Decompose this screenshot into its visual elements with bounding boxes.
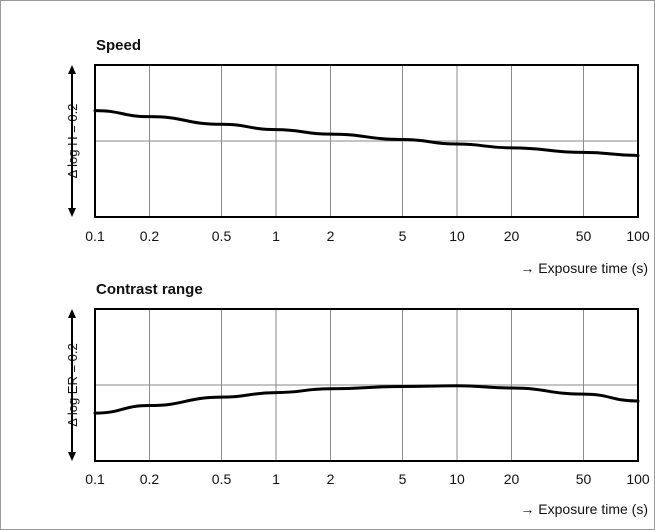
x-tick-label: 0.1 <box>85 228 105 244</box>
x-tick-label: 5 <box>399 228 407 244</box>
scale-arrow-head-up <box>68 65 76 74</box>
x-tick-label: 20 <box>504 471 520 487</box>
x-tick-label: 100 <box>626 471 650 487</box>
plot-area-frame <box>94 308 639 462</box>
x-tick-label: 20 <box>504 228 520 244</box>
x-tick-label: 50 <box>576 228 592 244</box>
chart-title-speed: Speed <box>96 37 141 54</box>
data-series-line <box>93 109 640 157</box>
x-tick-label: 50 <box>576 471 592 487</box>
x-axis-label-contrast-range: → Exposure time (s) <box>520 501 648 517</box>
contrast-range-chart: Contrast range Δ log ER = 0.2 → Exposure… <box>64 281 650 517</box>
x-tick-label: 5 <box>399 471 407 487</box>
x-tick-label: 10 <box>449 228 465 244</box>
chart-title-contrast-range: Contrast range <box>96 281 203 298</box>
plot-area-frame <box>94 64 639 218</box>
x-tick-label: 0.2 <box>140 471 160 487</box>
x-tick-label: 100 <box>626 228 650 244</box>
x-axis-label-speed: → Exposure time (s) <box>520 260 648 276</box>
x-tick-label: 10 <box>449 471 465 487</box>
x-tick-label: 0.1 <box>85 471 105 487</box>
x-tick-label: 1 <box>272 471 280 487</box>
x-tick-label: 2 <box>327 471 335 487</box>
speed-chart: Speed Δ log H = 0.2 → Exposure time (s) … <box>64 37 650 276</box>
scale-arrow-head-up <box>68 309 76 318</box>
x-tick-label: 1 <box>272 228 280 244</box>
data-series-line <box>93 384 640 415</box>
x-tick-label: 0.5 <box>212 228 232 244</box>
scale-arrow-head-down <box>68 208 76 217</box>
scale-arrow-head-down <box>68 452 76 461</box>
x-tick-label: 0.5 <box>212 471 232 487</box>
x-tick-label: 0.2 <box>140 228 160 244</box>
x-tick-label: 2 <box>327 228 335 244</box>
